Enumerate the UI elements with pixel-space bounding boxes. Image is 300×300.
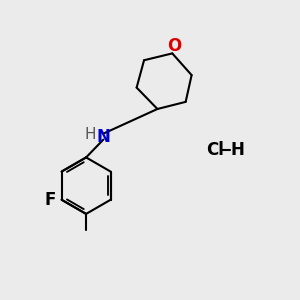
Text: O: O: [167, 37, 181, 55]
Text: N: N: [96, 128, 110, 146]
Text: H: H: [231, 141, 244, 159]
Text: H: H: [85, 127, 96, 142]
Text: Cl: Cl: [206, 141, 224, 159]
Text: F: F: [45, 191, 56, 209]
